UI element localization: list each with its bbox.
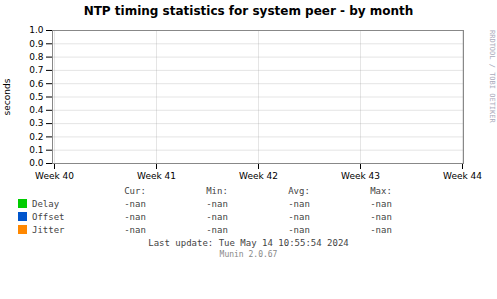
html-text:NTP timing statistics for syst: NTP timing statistics for system peer - …	[83, 4, 414, 18]
svg-text:0.0: 0.0	[29, 158, 44, 168]
html-text:Cur:: Cur:	[124, 186, 146, 196]
svg-text:seconds: seconds	[2, 78, 12, 115]
html-text:-nan: -nan	[206, 225, 228, 235]
svg-text:Week 44: Week 44	[443, 171, 482, 181]
html-text:Delay: Delay	[32, 199, 60, 209]
svg-text:0.3: 0.3	[29, 118, 43, 128]
html-text:-nan: -nan	[124, 199, 146, 209]
svg-text:1.0: 1.0	[29, 25, 44, 35]
svg-text:0.4: 0.4	[29, 105, 44, 115]
html-text:RRDTOOL / TOBI OETIKER: RRDTOOL / TOBI OETIKER	[488, 30, 496, 123]
html-text:Munin 2.0.67: Munin 2.0.67	[219, 250, 278, 259]
svg-text:Week 42: Week 42	[239, 171, 278, 181]
svg-text:0.8: 0.8	[29, 52, 44, 62]
html-text:-nan: -nan	[370, 225, 392, 235]
html-text:-nan: -nan	[288, 225, 310, 235]
svg-text:0.6: 0.6	[29, 79, 44, 89]
svg-text:0.7: 0.7	[29, 65, 43, 75]
html-text:-nan: -nan	[206, 199, 228, 209]
html-text:-nan: -nan	[288, 212, 310, 222]
svg-text:0.5: 0.5	[29, 92, 43, 102]
svg-text:Week 43: Week 43	[341, 171, 380, 181]
html-text:-nan: -nan	[124, 212, 146, 222]
svg-text:0.9: 0.9	[29, 39, 44, 49]
html-text:Jitter: Jitter	[32, 225, 65, 235]
svg-text:0.2: 0.2	[29, 132, 43, 142]
html-text:-nan: -nan	[370, 212, 392, 222]
svg-text:Week 40: Week 40	[35, 171, 74, 181]
html-text:Avg:: Avg:	[288, 186, 310, 196]
svg-text:0.1: 0.1	[29, 145, 43, 155]
html-text:Max:: Max:	[370, 186, 392, 196]
html-text:-nan: -nan	[288, 199, 310, 209]
html-text:Last update: Tue May 14 10:55:: Last update: Tue May 14 10:55:54 2024	[148, 238, 349, 248]
svg-text:Week 41: Week 41	[137, 171, 176, 181]
html-text:Offset: Offset	[32, 212, 65, 222]
html-text:-nan: -nan	[370, 199, 392, 209]
html-text:Min:: Min:	[206, 186, 228, 196]
html-text:-nan: -nan	[124, 225, 146, 235]
html-text:-nan: -nan	[206, 212, 228, 222]
